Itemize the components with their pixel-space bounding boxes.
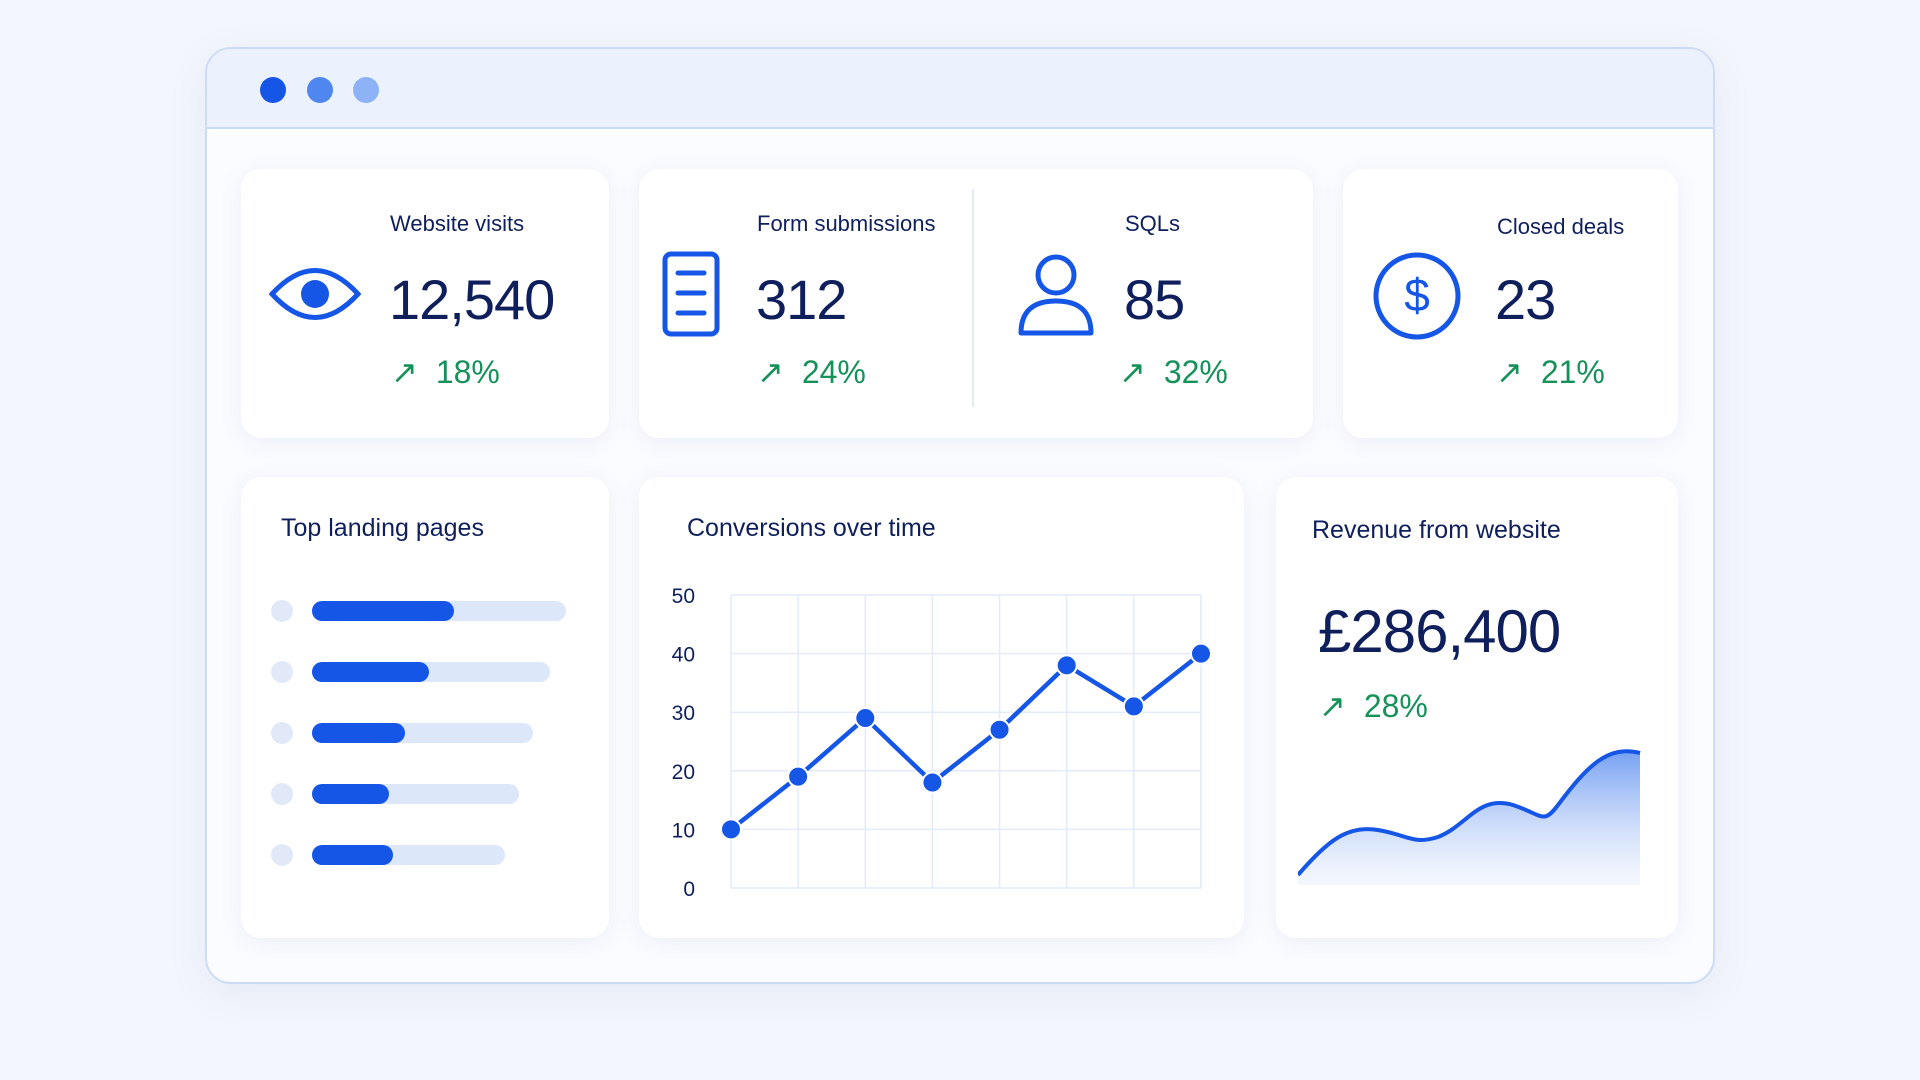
card-title: Revenue from website: [1312, 516, 1561, 544]
eye-icon: [269, 268, 361, 320]
trend-up-icon: ↗: [757, 354, 784, 390]
revenue-value: £286,400: [1318, 598, 1561, 665]
window-dot-maximize[interactable]: [353, 77, 379, 103]
page-bullet: [271, 722, 293, 744]
page-bullet: [271, 783, 293, 805]
landing-page-bar-fill: [312, 601, 455, 621]
page-bullet: [271, 600, 293, 622]
landing-page-bar-fill: [312, 784, 389, 804]
card-title: Top landing pages: [281, 514, 484, 542]
revenue-change: ↗ 28%: [1319, 687, 1428, 725]
chart-title: Conversions over time: [687, 514, 936, 542]
dollar-circle-icon: $: [1373, 252, 1461, 340]
kpi-value: 85: [1124, 268, 1185, 331]
divider: [972, 189, 974, 407]
data-point: [921, 771, 944, 794]
revenue-card: Revenue from website £286,400 ↗ 28%: [1276, 477, 1678, 938]
kpi-label: Form submissions: [757, 211, 936, 236]
data-point: [988, 718, 1011, 741]
conversions-chart-card: Conversions over time 0 10 20 30 40 50: [639, 477, 1244, 938]
kpi-value: 312: [756, 268, 847, 331]
kpi-card-closed-deals: Closed deals $ 23 ↗ 21%: [1343, 169, 1678, 438]
user-icon: [1018, 254, 1094, 336]
trend-up-icon: ↗: [1319, 688, 1346, 724]
page-bullet: [271, 661, 293, 683]
y-tick-label: 20: [672, 761, 695, 784]
trend-up-icon: ↗: [391, 354, 418, 390]
y-tick-label: 10: [672, 819, 695, 842]
y-tick-label: 30: [672, 702, 695, 725]
landing-page-bar-fill: [312, 845, 394, 865]
landing-page-bar-fill: [312, 662, 429, 682]
data-point: [1122, 695, 1145, 718]
landing-page-bar[interactable]: [312, 723, 533, 743]
y-tick-label: 50: [672, 585, 695, 608]
window-dot-close[interactable]: [260, 77, 286, 103]
kpi-card-website-visits: Website visits 12,540 ↗ 18%: [241, 169, 609, 438]
kpi-change: ↗ 18%: [391, 353, 500, 391]
kpi-label: Closed deals: [1497, 214, 1625, 239]
window-dot-minimize[interactable]: [307, 77, 333, 103]
kpi-card-group: Form submissions 312 ↗ 24% SQLs 85 ↗ 32%: [639, 169, 1313, 438]
landing-page-bar-fill: [312, 723, 405, 743]
page-bullet: [271, 844, 293, 866]
trend-up-icon: ↗: [1119, 354, 1146, 390]
kpi-value: 12,540: [389, 268, 555, 331]
kpi-change: ↗ 24%: [757, 353, 866, 391]
area-line: [1298, 749, 1641, 877]
revenue-area-chart: [1298, 749, 1641, 885]
data-point: [1055, 654, 1078, 677]
kpi-label: SQLs: [1125, 211, 1181, 236]
data-point: [787, 765, 810, 788]
series-line: [729, 651, 1203, 832]
landing-page-bar[interactable]: [312, 601, 566, 621]
y-tick-label: 40: [672, 644, 695, 667]
kpi-value: 23: [1495, 268, 1556, 331]
landing-page-bar[interactable]: [312, 784, 519, 804]
data-point: [720, 818, 742, 841]
document-list-icon: [662, 251, 720, 337]
data-point: [854, 707, 877, 730]
kpi-label: Website visits: [390, 211, 525, 236]
landing-page-bar[interactable]: [312, 845, 505, 865]
data-point: [1190, 642, 1212, 665]
kpi-change: ↗ 21%: [1496, 353, 1605, 391]
y-tick-label: 0: [683, 878, 695, 901]
top-landing-pages-card: Top landing pages: [241, 477, 609, 938]
conversions-line-chart: 0 10 20 30 40 50: [672, 585, 1212, 901]
trend-up-icon: ↗: [1496, 354, 1523, 390]
landing-page-bar[interactable]: [312, 662, 550, 682]
kpi-change: ↗ 32%: [1119, 353, 1228, 391]
svg-text:$: $: [1404, 269, 1430, 321]
title-bar: [207, 49, 1713, 129]
